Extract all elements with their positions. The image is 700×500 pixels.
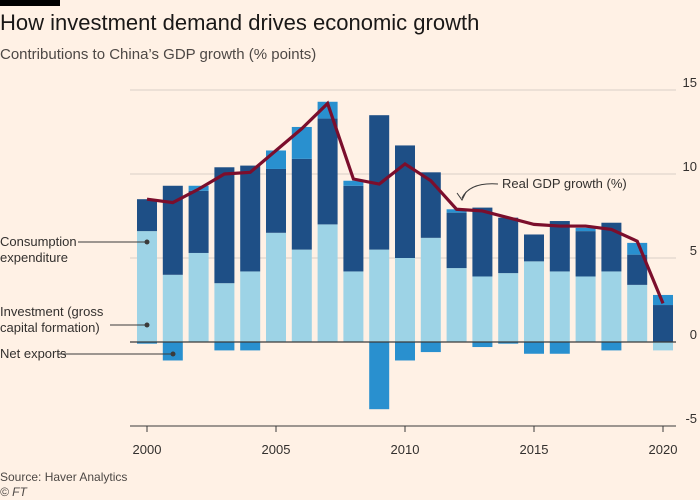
label-net-exports: Net exports [0,346,67,361]
bar-investment-2018 [601,222,622,272]
pointer-gdp-arrow [456,191,467,201]
bar-net-exports-2013 [472,342,493,348]
bar-net-exports-2019 [627,242,648,255]
x-tick-label: 2020 [649,442,678,457]
bar-net-exports-2000 [137,342,157,344]
bar-investment-2004 [240,165,261,272]
bar-investment-2015 [524,234,544,262]
bar-investment-2020 [653,305,673,342]
label-consumption: Consumption [0,234,77,249]
bar-consumption-2006 [291,249,312,342]
bar-net-exports-2009 [369,342,390,410]
bar-net-exports-2010 [395,342,415,361]
bar-net-exports-2003 [214,342,235,351]
pointer-consumption-dot [144,239,150,245]
x-tick-label: 2000 [133,442,162,457]
bar-investment-2014 [498,217,519,274]
bar-consumption-2011 [420,237,441,342]
gdp-growth-line [146,100,665,304]
bar-consumption-2013 [472,276,493,342]
bar-consumption-2020 [653,342,673,351]
chart-subtitle: Contributions to China’s GDP growth (% p… [0,46,317,63]
y-tick-label: 5 [690,243,697,258]
pointer-net-exports-dot [170,351,176,357]
bar-net-exports-2016 [549,342,570,354]
bar-consumption-2010 [395,258,415,342]
bar-consumption-2001 [162,274,183,342]
bar-investment-2000 [137,199,157,232]
bar-net-exports-2005 [266,150,286,169]
bar-consumption-2014 [498,273,519,342]
bar-consumption-2008 [343,271,364,342]
bar-investment-2010 [395,145,415,258]
bar-net-exports-2011 [420,342,441,353]
label-investment: Investment (gross [0,304,104,319]
bar-consumption-2003 [214,283,235,342]
bar-net-exports-2014 [498,342,519,344]
bar-consumption-2015 [524,261,544,342]
bar-investment-2002 [188,190,209,253]
x-tick-label: 2015 [520,442,549,457]
label-consumption: expenditure [0,250,68,265]
bar-investment-2003 [214,167,235,284]
bar-investment-2012 [446,212,467,269]
bar-consumption-2016 [549,271,570,342]
x-tick-label: 2010 [391,442,420,457]
bar-investment-2011 [420,172,441,238]
bar-net-exports-2015 [524,342,544,354]
bar-consumption-2017 [575,276,596,342]
bar-investment-2017 [575,231,596,277]
bar-net-exports-2001 [162,342,183,361]
bar-investment-2006 [291,158,312,250]
bar-net-exports-2004 [240,342,261,351]
label-investment: capital formation) [0,320,100,335]
bar-net-exports-2017 [575,227,596,232]
bar-consumption-2004 [240,271,261,342]
credit-note: © FT [0,485,27,499]
line-layer [146,100,665,304]
bar-net-exports-2012 [446,209,467,213]
bars-layer [137,101,673,410]
bar-net-exports-2008 [343,180,364,186]
y-tick-label: 15 [683,75,697,90]
bar-consumption-2005 [266,232,286,342]
bar-consumption-2012 [446,268,467,342]
pointer-investment-dot [144,322,150,328]
brand-bar [0,0,60,6]
bar-investment-2001 [162,185,183,275]
chart-title: How investment demand drives economic gr… [0,10,480,35]
label-gdp-growth: Real GDP growth (%) [502,176,627,191]
pointer-gdp-line [461,183,499,199]
bar-net-exports-2018 [601,342,622,351]
bar-consumption-2002 [188,252,209,342]
bar-investment-2005 [266,168,286,233]
bar-investment-2019 [627,254,648,285]
bar-consumption-2009 [369,249,390,342]
y-tick-label: 10 [683,159,697,174]
bar-investment-2008 [343,185,364,272]
bar-net-exports-2006 [291,126,312,159]
bar-investment-2013 [472,207,493,277]
source-note: Source: Haver Analytics [0,470,128,484]
y-tick-label: -5 [685,411,697,426]
bar-consumption-2007 [317,224,338,342]
axis-layer: 15 10 5 0 -5 2000 2005 2010 2015 2020 [130,75,697,457]
bar-investment-2007 [317,118,338,225]
bar-consumption-2019 [627,284,648,342]
x-tick-label: 2005 [262,442,291,457]
bar-consumption-2000 [137,231,157,342]
bar-consumption-2018 [601,271,622,342]
bar-investment-2016 [549,221,570,272]
y-tick-label: 0 [690,327,697,342]
